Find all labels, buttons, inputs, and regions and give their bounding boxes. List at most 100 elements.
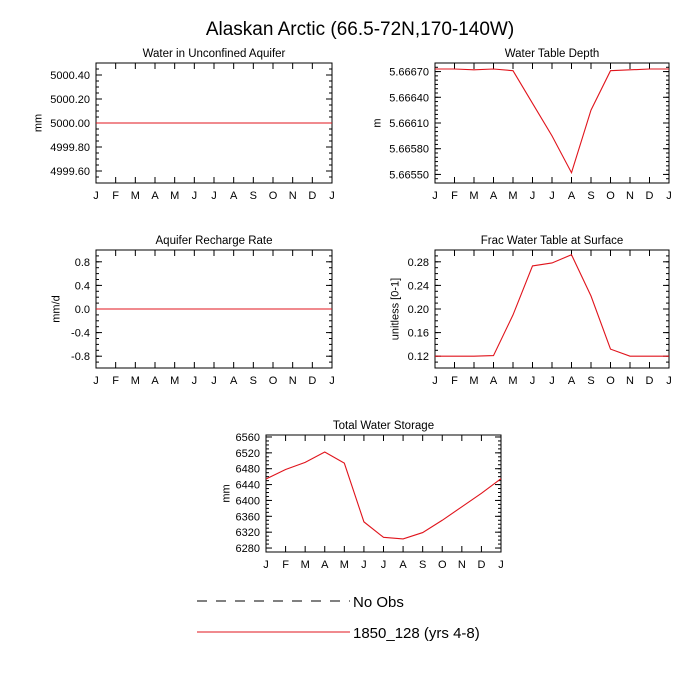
y-tick-label: 6560 xyxy=(236,432,260,444)
y-tick-label: -0.8 xyxy=(71,351,90,363)
x-tick-label: O xyxy=(269,190,278,202)
y-tick-label: 6480 xyxy=(236,464,260,476)
x-tick-label: A xyxy=(151,375,159,387)
x-tick-label: M xyxy=(508,375,517,387)
x-tick-label: M xyxy=(469,190,478,202)
x-tick-label: D xyxy=(477,559,485,571)
legend-series-label: 1850_128 (yrs 4-8) xyxy=(353,625,480,642)
x-tick-label: F xyxy=(451,375,458,387)
x-tick-label: N xyxy=(289,190,297,202)
figure-title: Alaskan Arctic (66.5-72N,170-140W) xyxy=(206,19,514,40)
x-tick-label: O xyxy=(269,375,278,387)
x-tick-label: A xyxy=(399,559,407,571)
y-tick-label: 6400 xyxy=(236,495,260,507)
x-tick-label: J xyxy=(666,375,672,387)
x-tick-label: F xyxy=(451,190,458,202)
y-axis-label: unitless [0-1] xyxy=(390,278,402,340)
x-tick-label: A xyxy=(490,190,498,202)
x-tick-label: J xyxy=(549,375,555,387)
x-tick-label: J xyxy=(93,375,99,387)
x-tick-label: M xyxy=(508,190,517,202)
x-tick-label: A xyxy=(568,190,576,202)
x-tick-label: D xyxy=(308,375,316,387)
x-tick-label: F xyxy=(112,375,119,387)
x-tick-label: M xyxy=(131,375,140,387)
x-tick-label: A xyxy=(321,559,329,571)
y-axis-label: mm xyxy=(221,484,233,502)
x-tick-label: M xyxy=(469,375,478,387)
plot-frame xyxy=(434,249,670,369)
x-tick-label: J xyxy=(211,190,217,202)
y-tick-label: 4999.60 xyxy=(50,166,90,178)
x-tick-label: M xyxy=(170,375,179,387)
x-tick-label: M xyxy=(131,190,140,202)
plot-frame xyxy=(265,434,502,553)
x-tick-label: A xyxy=(490,375,498,387)
x-tick-label: A xyxy=(230,375,238,387)
y-tick-label: 0.28 xyxy=(408,257,429,269)
x-tick-label: N xyxy=(458,559,466,571)
x-tick-label: O xyxy=(438,559,447,571)
x-tick-label: J xyxy=(432,190,438,202)
x-tick-label: S xyxy=(250,190,257,202)
y-tick-label: 5.66580 xyxy=(389,144,429,156)
x-tick-label: J xyxy=(498,559,504,571)
y-tick-label: 0.20 xyxy=(408,304,429,316)
y-tick-label: 0.12 xyxy=(408,351,429,363)
x-tick-label: J xyxy=(329,190,335,202)
y-tick-label: 0.8 xyxy=(75,257,90,269)
x-tick-label: J xyxy=(329,375,335,387)
panel-title: Water in Unconfined Aquifer xyxy=(143,48,286,60)
x-tick-label: S xyxy=(250,375,257,387)
series-line xyxy=(265,451,502,540)
x-tick-label: J xyxy=(192,375,198,387)
x-tick-label: J xyxy=(211,375,217,387)
x-tick-label: A xyxy=(151,190,159,202)
panel-title: Frac Water Table at Surface xyxy=(481,235,624,247)
y-tick-label: 0.16 xyxy=(408,328,429,340)
y-tick-label: 6280 xyxy=(236,543,260,555)
x-tick-label: J xyxy=(530,375,536,387)
x-tick-label: J xyxy=(361,559,367,571)
y-tick-label: 6440 xyxy=(236,480,260,492)
y-tick-label: 5.66550 xyxy=(389,169,429,181)
series-line xyxy=(435,68,669,175)
x-tick-label: N xyxy=(289,375,297,387)
x-tick-label: N xyxy=(626,375,634,387)
y-tick-label: 6360 xyxy=(236,511,260,523)
y-tick-label: 0.0 xyxy=(75,304,90,316)
y-tick-label: 5000.20 xyxy=(50,94,90,106)
x-tick-label: O xyxy=(606,190,615,202)
x-tick-label: J xyxy=(549,190,555,202)
y-tick-label: 5000.00 xyxy=(50,118,90,130)
x-tick-label: J xyxy=(263,559,269,571)
legend-no-obs-label: No Obs xyxy=(353,594,404,611)
legend: No Obs 1850_128 (yrs 4-8) xyxy=(197,594,480,642)
plot-frame xyxy=(434,62,670,184)
y-axis-label: mm xyxy=(32,114,44,132)
panel-title: Water Table Depth xyxy=(505,48,600,60)
y-tick-label: 6520 xyxy=(236,448,260,460)
x-tick-label: A xyxy=(230,190,238,202)
x-tick-label: J xyxy=(192,190,198,202)
x-tick-label: J xyxy=(93,190,99,202)
y-tick-label: -0.4 xyxy=(71,328,90,340)
x-tick-label: D xyxy=(646,375,654,387)
y-tick-label: 0.24 xyxy=(408,280,429,292)
panel-title: Aquifer Recharge Rate xyxy=(156,235,273,247)
series-line xyxy=(435,254,669,357)
x-tick-label: F xyxy=(112,190,119,202)
x-tick-label: D xyxy=(646,190,654,202)
y-axis-label: mm/d xyxy=(51,295,63,323)
y-tick-label: 6320 xyxy=(236,527,260,539)
y-tick-label: 0.4 xyxy=(75,280,90,292)
x-tick-label: M xyxy=(170,190,179,202)
x-tick-label: S xyxy=(587,375,594,387)
y-tick-label: 4999.80 xyxy=(50,142,90,154)
